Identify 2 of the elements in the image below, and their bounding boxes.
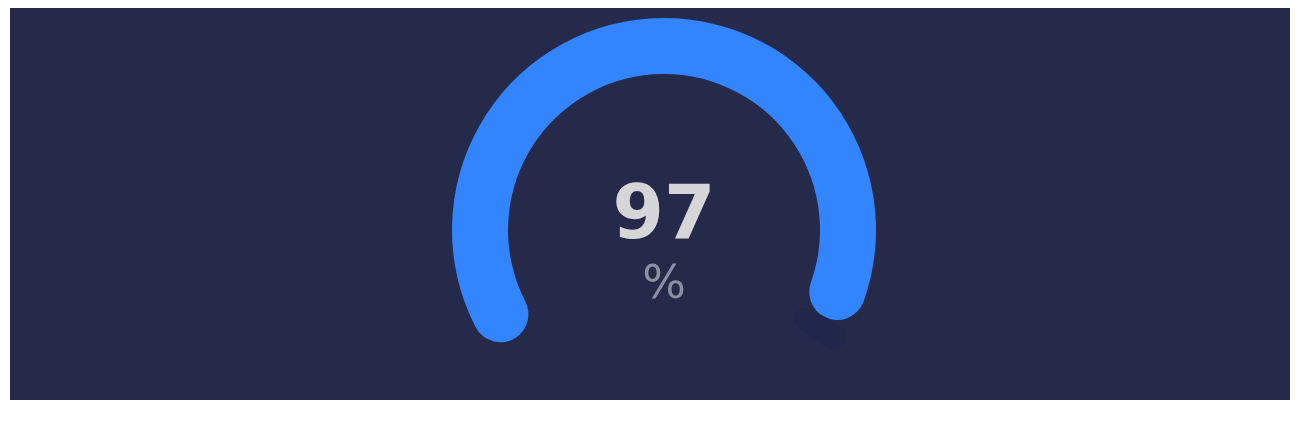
text: %	[642, 255, 686, 309]
data-label: 97	[612, 169, 716, 255]
